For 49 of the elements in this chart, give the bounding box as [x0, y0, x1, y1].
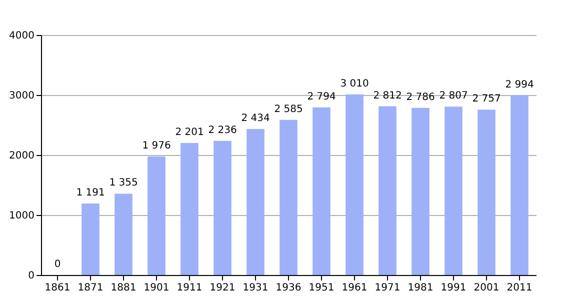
- x-tick-label: 1991: [440, 282, 466, 294]
- data-label: 2 994: [505, 79, 534, 90]
- bar: [312, 107, 330, 275]
- x-tick-label: 1901: [144, 282, 170, 294]
- bar: [346, 94, 364, 275]
- data-label: 2 794: [307, 91, 336, 102]
- bar: [114, 194, 132, 275]
- data-label: 2 786: [406, 92, 435, 103]
- data-label: 1 191: [76, 188, 105, 199]
- x-tick-label: 1911: [176, 282, 202, 294]
- bar: [478, 110, 496, 275]
- data-label: 0: [54, 259, 61, 270]
- y-tick-label: 4000: [9, 30, 34, 42]
- data-label: 1 355: [109, 178, 138, 189]
- x-tick-label: 1871: [78, 282, 104, 294]
- data-label: 1 976: [142, 140, 171, 152]
- x-tick-label: 1981: [408, 282, 434, 294]
- bar: [378, 106, 396, 275]
- data-label: 3 010: [340, 78, 369, 90]
- x-tick-label: 1931: [242, 282, 268, 294]
- data-label: 2 201: [175, 126, 204, 138]
- bar: [412, 108, 430, 275]
- x-tick-label: 1971: [374, 282, 400, 294]
- y-tick-label: 0: [28, 270, 34, 282]
- data-label: 2 807: [439, 90, 468, 102]
- x-tick-label: 1921: [210, 282, 236, 294]
- data-label: 2 236: [208, 124, 237, 136]
- x-tick-label: 1881: [110, 282, 136, 294]
- bar: [280, 120, 298, 275]
- x-tick-label: 2001: [474, 282, 500, 294]
- bar: [510, 95, 528, 275]
- data-label: 2 757: [472, 94, 501, 105]
- y-tick-label: 2000: [9, 150, 34, 162]
- bar: [246, 128, 264, 275]
- x-tick-label: 1861: [44, 282, 70, 294]
- bar: [444, 106, 462, 275]
- x-tick-label: 1961: [342, 282, 368, 294]
- data-label: 2 585: [274, 104, 303, 115]
- x-tick-label: 1951: [308, 282, 334, 294]
- bar: [180, 142, 198, 275]
- bar: [82, 204, 100, 275]
- data-label: 2 812: [373, 90, 402, 102]
- bar: [148, 156, 166, 275]
- y-tick-label: 3000: [9, 90, 34, 102]
- x-tick-label: 1936: [276, 282, 302, 294]
- bar: [214, 140, 232, 275]
- x-tick-label: 2011: [506, 282, 532, 294]
- data-label: 2 434: [241, 112, 270, 124]
- y-tick-label: 1000: [9, 210, 34, 222]
